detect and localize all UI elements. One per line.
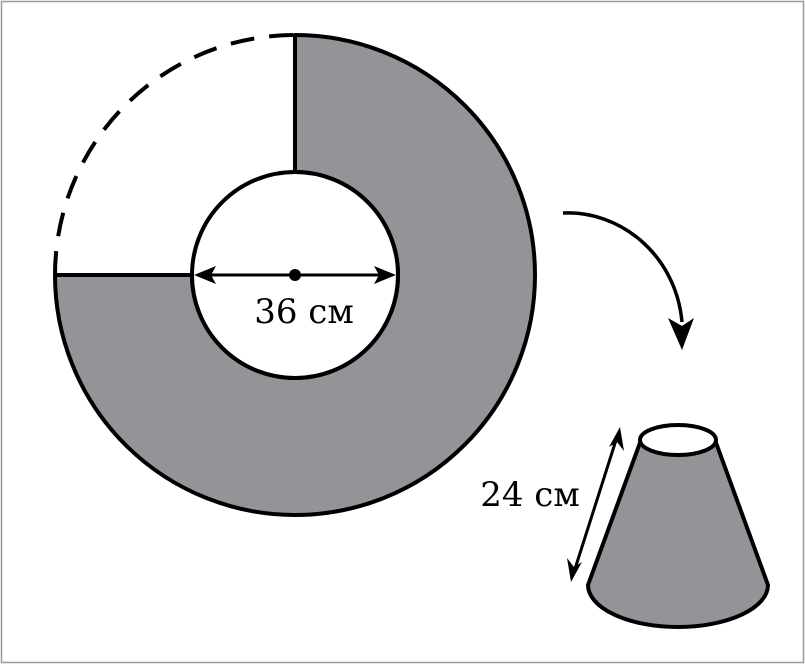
frustum-top-opening: [638, 423, 718, 457]
center-point: [289, 269, 301, 281]
slant-height-arrow: [567, 427, 624, 582]
removed-quarter-arc: [53, 33, 296, 276]
diameter-label: 36 см: [254, 292, 354, 332]
frustum: [586, 423, 770, 629]
transform-arrow: [562, 211, 694, 350]
frustum-lateral-surface: [586, 438, 770, 629]
slant-height-label: 24 см: [480, 475, 580, 515]
